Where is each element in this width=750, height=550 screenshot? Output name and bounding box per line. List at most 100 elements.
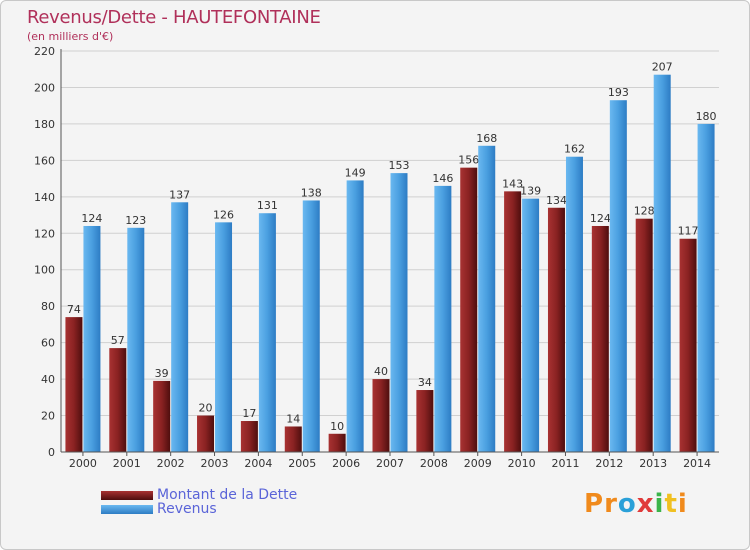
x-tick-label: 2008 (420, 457, 448, 470)
y-tick-label: 100 (34, 264, 55, 277)
bar-revenus (434, 185, 452, 452)
bar-dette (197, 415, 215, 452)
logo-letter: t (664, 489, 678, 519)
bar-revenus (171, 202, 189, 452)
data-label-dette: 117 (678, 225, 699, 238)
bar-dette (504, 191, 522, 452)
bar-revenus (478, 145, 496, 453)
y-tick-label: 180 (34, 118, 55, 131)
data-label-revenus: 193 (608, 86, 629, 99)
data-label-revenus: 168 (476, 132, 497, 145)
data-label-revenus: 146 (432, 172, 453, 185)
bar-dette (65, 317, 83, 452)
x-tick-label: 2002 (157, 457, 185, 470)
bar-dette (635, 218, 653, 452)
bar-revenus (302, 200, 320, 452)
x-tick-label: 2007 (376, 457, 404, 470)
x-tick-label: 2006 (332, 457, 360, 470)
logo-letter: i (654, 489, 665, 519)
y-tick-label: 220 (34, 45, 55, 58)
bars-layer: 74 124 57 123 39 137 20 126 17 131 14 138 10 149 40 153… (65, 61, 717, 453)
x-tick-label: 2010 (508, 457, 536, 470)
bar-revenus (697, 123, 715, 452)
x-tick-label: 2009 (464, 457, 492, 470)
bar-revenus (609, 100, 627, 453)
legend-label-dette: Montant de la Dette (157, 487, 298, 503)
x-tick-label: 2012 (595, 457, 623, 470)
logo-letter: o (617, 489, 637, 519)
bar-dette (591, 225, 609, 452)
data-label-dette: 20 (199, 402, 213, 415)
data-label-dette: 134 (546, 194, 567, 207)
bar-dette (372, 379, 390, 452)
legend-swatch-revenus (101, 505, 153, 514)
y-tick-label: 20 (41, 410, 55, 423)
data-label-dette: 74 (67, 303, 81, 316)
bar-revenus (653, 74, 671, 452)
legend-swatch-dette (101, 491, 153, 500)
data-label-revenus: 139 (520, 185, 541, 198)
chart-title: Revenus/Dette - HAUTEFONTAINE (27, 7, 321, 28)
bar-revenus (390, 173, 408, 452)
y-tick-label: 140 (34, 191, 55, 204)
bar-revenus (83, 225, 101, 452)
data-label-revenus: 124 (81, 212, 102, 225)
legend-item-revenus: Revenus (101, 501, 361, 517)
proxiti-logo: Proxiti (584, 489, 688, 519)
data-label-revenus: 162 (564, 143, 585, 156)
data-label-revenus: 138 (301, 186, 322, 199)
x-tick-label: 2004 (244, 457, 272, 470)
chart-subtitle: (en milliers d'€) (27, 30, 114, 43)
y-tick-label: 80 (41, 300, 55, 313)
legend-item-dette: Montant de la Dette (101, 487, 361, 503)
y-tick-label: 0 (48, 446, 55, 459)
bar-revenus (522, 198, 540, 452)
data-label-dette: 156 (458, 154, 479, 167)
bar-revenus (127, 227, 145, 452)
data-label-dette: 57 (111, 334, 125, 347)
bar-dette (284, 426, 302, 452)
data-label-dette: 124 (590, 212, 611, 225)
bar-revenus (565, 156, 583, 452)
y-tick-label: 120 (34, 227, 55, 240)
data-label-dette: 14 (286, 412, 300, 425)
data-label-dette: 17 (242, 407, 256, 420)
logo-letter: P (584, 489, 605, 519)
data-label-dette: 10 (330, 420, 344, 433)
legend-label-revenus: Revenus (157, 501, 217, 517)
x-tick-label: 2014 (683, 457, 711, 470)
data-label-revenus: 153 (389, 159, 410, 172)
bar-dette (109, 348, 127, 452)
x-tick-label: 2003 (201, 457, 229, 470)
x-tick-label: 2011 (551, 457, 579, 470)
data-label-revenus: 149 (345, 166, 366, 179)
data-label-revenus: 126 (213, 208, 234, 221)
data-label-revenus: 131 (257, 199, 278, 212)
y-tick-label: 60 (41, 337, 55, 350)
bar-dette (547, 207, 565, 452)
bar-revenus (346, 180, 364, 452)
data-label-revenus: 123 (125, 214, 146, 227)
y-tick-label: 200 (34, 81, 55, 94)
logo-letter: i (677, 489, 688, 519)
bar-dette (416, 390, 434, 452)
y-tick-label: 160 (34, 154, 55, 167)
data-label-dette: 143 (502, 177, 523, 190)
bar-dette (328, 433, 346, 452)
data-label-dette: 40 (374, 365, 388, 378)
data-label-dette: 39 (155, 367, 169, 380)
x-tick-label: 2013 (639, 457, 667, 470)
x-tick-label: 2000 (69, 457, 97, 470)
data-label-revenus: 137 (169, 188, 190, 201)
data-label-revenus: 207 (652, 61, 673, 74)
data-label-dette: 34 (418, 376, 432, 389)
bar-revenus (258, 213, 276, 452)
data-label-dette: 128 (634, 205, 655, 218)
grid-layer (61, 50, 719, 417)
logo-letter: x (636, 489, 655, 519)
data-label-revenus: 180 (696, 110, 717, 123)
bar-dette (460, 167, 478, 452)
